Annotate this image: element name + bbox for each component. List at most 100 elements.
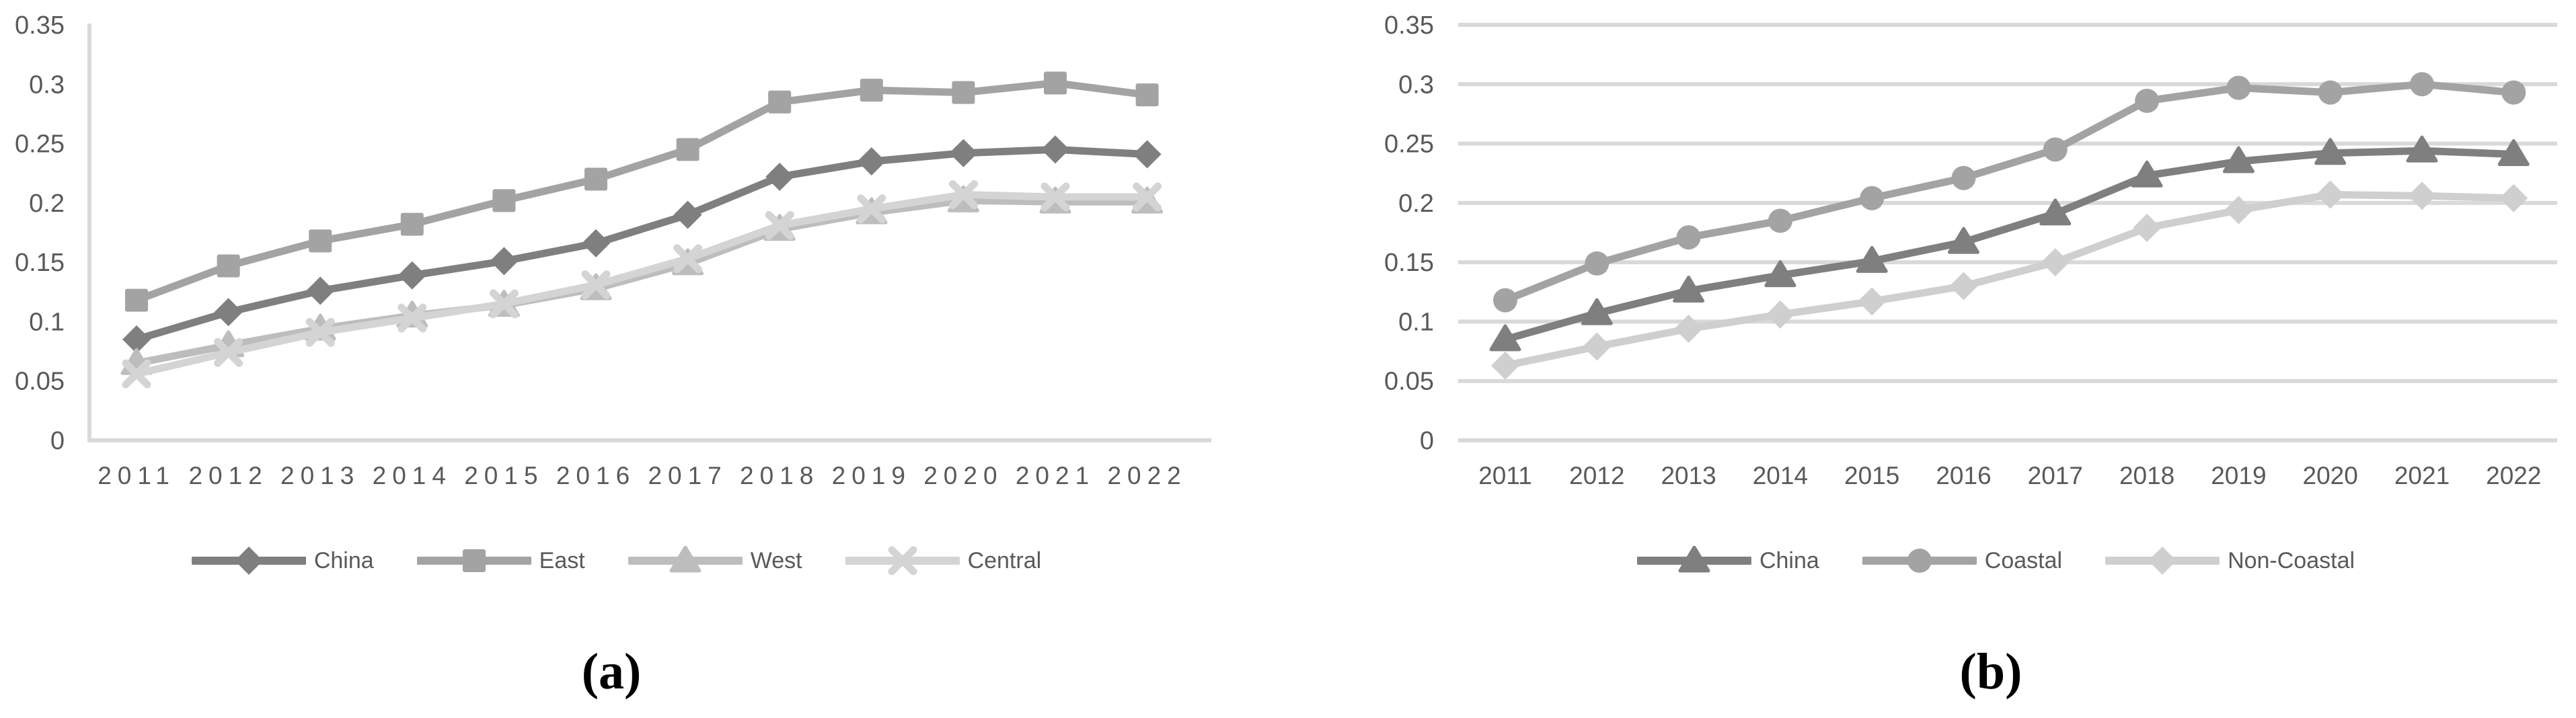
x-tick-label: 2011 — [1478, 462, 1532, 489]
diamond-marker — [673, 200, 702, 229]
square-marker — [1044, 71, 1067, 95]
y-tick-label: 0.1 — [29, 308, 65, 336]
legend-label: Non-Coastal — [2228, 548, 2355, 573]
square-marker — [952, 81, 975, 104]
circle-marker — [1860, 186, 1885, 210]
square-marker — [1135, 83, 1159, 107]
x-marker — [305, 317, 335, 347]
x-marker — [1133, 182, 1162, 212]
legend-label: West — [750, 548, 802, 573]
x-marker — [948, 180, 978, 209]
x-marker — [214, 337, 243, 367]
triangle-marker — [2131, 160, 2163, 188]
y-tick-label: 0.2 — [1398, 190, 1434, 218]
x-tick-label: 2022 — [1107, 462, 1186, 489]
circle-marker — [2043, 137, 2068, 162]
y-tick-label: 0.15 — [15, 249, 65, 277]
y-tick-label: 0.35 — [1384, 11, 1434, 40]
square-marker — [492, 189, 516, 212]
triangle-marker — [2039, 198, 2072, 226]
diamond-marker — [1133, 140, 1162, 169]
diamond-marker — [2041, 248, 2070, 277]
y-tick-label: 0.15 — [1384, 249, 1434, 277]
circle-marker — [2135, 89, 2160, 114]
legend-a: China East West Central — [0, 546, 1260, 575]
diamond-marker — [306, 276, 335, 305]
x-tick-label: 2019 — [832, 462, 911, 489]
diamond-marker — [397, 261, 426, 290]
series-line — [1501, 80, 2517, 305]
legend-marker-x-icon — [845, 546, 960, 575]
diamond-marker — [2408, 182, 2436, 210]
x-tick-label: 2012 — [188, 462, 268, 489]
triangle-marker — [1673, 276, 1705, 303]
square-marker — [860, 79, 883, 102]
series-coastal — [1493, 72, 2526, 313]
diamond-marker — [1491, 351, 1519, 380]
series-line — [132, 196, 1151, 367]
x-tick-label: 2016 — [1936, 462, 1991, 489]
legend-square-marker — [462, 549, 486, 572]
legend-triangle-marker — [1678, 546, 1710, 573]
line-chart-a: 0 0.05 0.1 0.15 0.2 0.25 0.3 0.35 2011 2012 2013 20… — [15, 11, 1211, 489]
legend-item-china: China — [1636, 546, 1819, 575]
triangle-marker — [2222, 146, 2255, 173]
triangle-marker — [1948, 227, 1979, 254]
triangle-marker — [1764, 260, 1796, 288]
legend-diamond-marker — [2148, 547, 2177, 575]
diamond-marker — [582, 229, 610, 257]
diamond-marker — [2499, 184, 2528, 212]
y-tick-label: 0.05 — [15, 368, 65, 396]
square-marker — [309, 229, 332, 253]
x-tick-label: 2016 — [556, 462, 636, 489]
x-marker — [1040, 182, 1070, 212]
x-tick-label: 2011 — [98, 462, 176, 489]
legend-triangle-marker — [669, 546, 702, 573]
circle-marker — [2318, 80, 2343, 105]
y-tick-label: 0 — [1420, 427, 1434, 455]
y-tick-label: 0.3 — [29, 71, 65, 99]
legend-item-china: China — [191, 546, 374, 575]
series-central — [122, 180, 1162, 389]
legend-marker-diamond-icon — [2105, 547, 2220, 575]
y-tick-label: 0.05 — [1384, 368, 1434, 396]
x-tick-label: 2012 — [1569, 462, 1624, 489]
diamond-marker — [122, 325, 151, 354]
caption-a: (a) — [581, 643, 642, 700]
legend-label: East — [539, 548, 585, 573]
x-marker — [397, 303, 427, 333]
caption-b: (b) — [1959, 643, 2022, 700]
circle-marker — [2226, 75, 2251, 100]
x-tick-label: 2014 — [1753, 462, 1808, 489]
triangle-marker — [2314, 138, 2347, 165]
legend-marker-circle-icon — [1862, 549, 1977, 573]
square-marker — [584, 167, 607, 191]
legend-circle-marker — [1907, 549, 1932, 573]
square-marker — [125, 288, 148, 312]
series-west — [120, 185, 1164, 375]
series-line — [132, 191, 1151, 378]
x-tick-label: 2021 — [1016, 462, 1095, 489]
series-line — [1501, 191, 2517, 370]
series-china — [122, 135, 1162, 354]
diamond-marker — [214, 298, 243, 327]
diamond-marker — [1674, 315, 1703, 344]
triangle-marker — [1856, 245, 1888, 273]
y-tick-label: 0.25 — [15, 130, 65, 159]
x-marker — [581, 270, 611, 300]
diamond-marker — [2133, 213, 2162, 242]
x-tick-label: 2014 — [373, 462, 452, 489]
x-tick-label: 2015 — [1844, 462, 1899, 489]
y-tick-label: 0.2 — [29, 190, 65, 218]
line-chart-b: 0 0.05 0.1 0.15 0.2 0.25 0.3 0.35 2011 2012 2013 20… — [1384, 11, 2557, 489]
legend-b: China Coastal Non-Coastal — [1352, 546, 2576, 575]
diamond-marker — [765, 163, 794, 192]
x-marker — [765, 210, 794, 240]
series-line — [132, 79, 1151, 305]
x-tick-label: 2018 — [740, 462, 819, 489]
legend-item-west: West — [628, 546, 802, 575]
y-tick-label: 0.3 — [1398, 71, 1434, 99]
circle-marker — [1676, 225, 1701, 250]
y-tick-label: 0.1 — [1398, 308, 1434, 336]
